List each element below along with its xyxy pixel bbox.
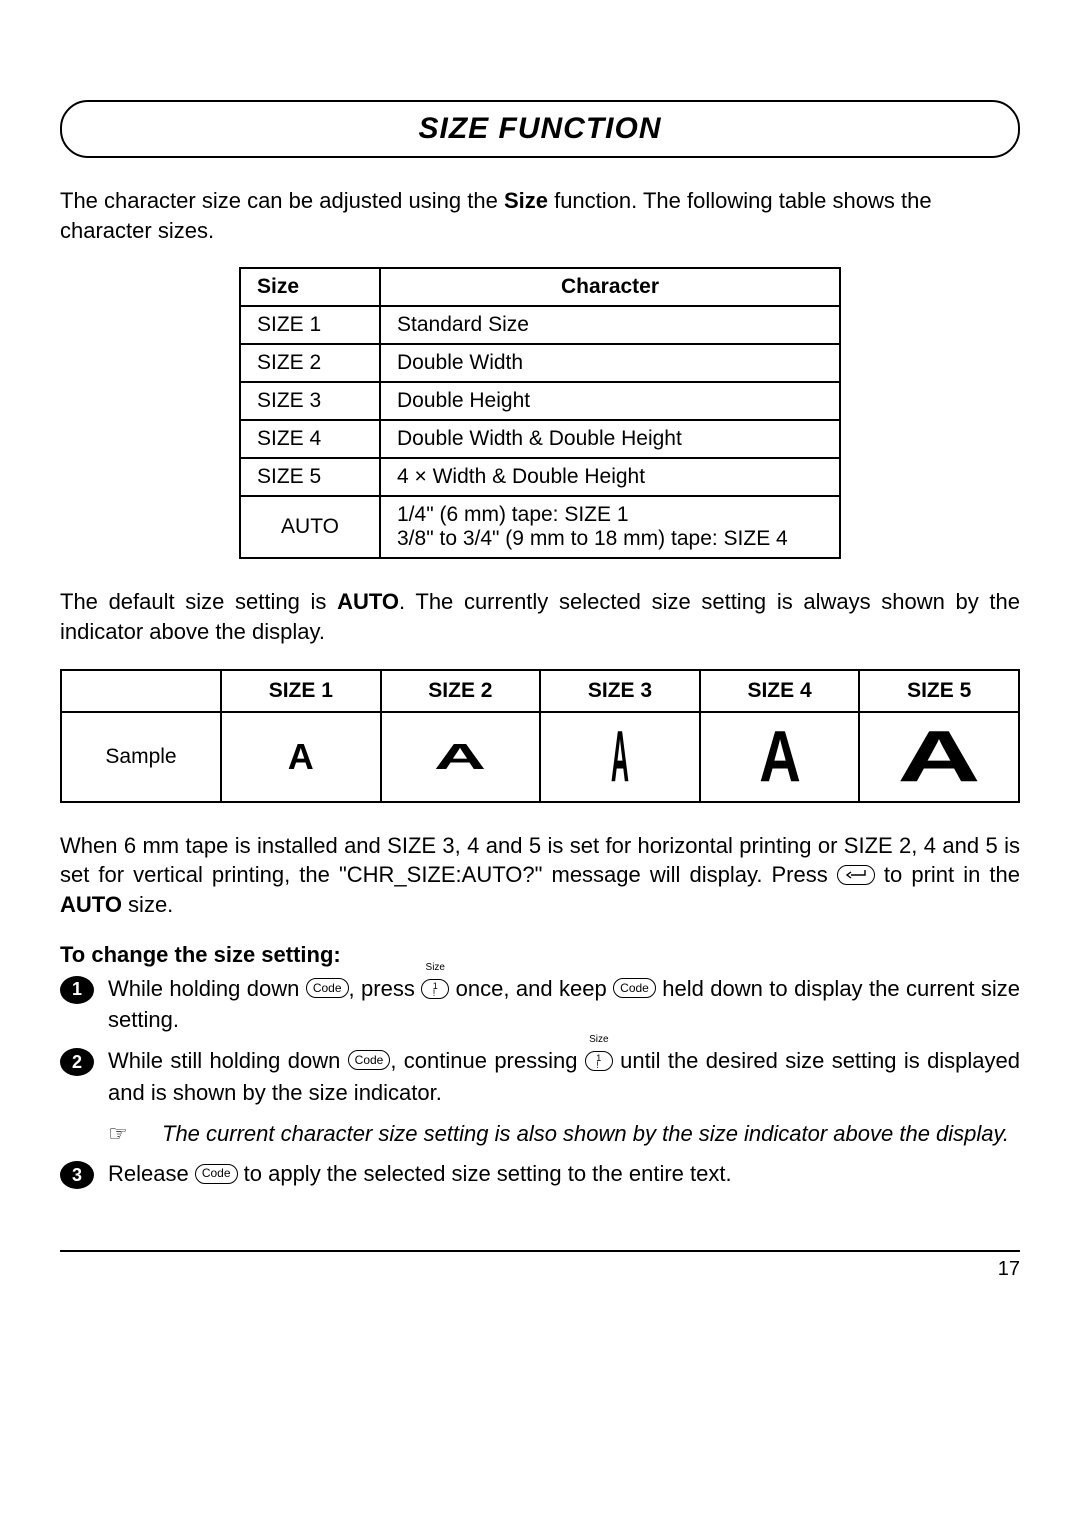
intro-paragraph: The character size can be adjusted using… (60, 186, 1020, 245)
size-cell: SIZE 4 (240, 420, 380, 458)
size-cell: AUTO (240, 496, 380, 558)
title-bar: SIZE FUNCTION (60, 100, 1020, 158)
sample-row: Sample A A A A A (61, 712, 1019, 802)
one-key-wrap: Size1! (421, 975, 449, 1006)
s1a: While holding down (108, 976, 306, 1001)
code-key-icon-2: Code (613, 978, 656, 998)
step-1: 1 While holding down Code, press Size1! … (60, 974, 1020, 1036)
size-cell: SIZE 1 (240, 306, 380, 344)
glyph-size1: A (288, 739, 314, 775)
sample-cell-1: A (221, 712, 381, 802)
sample-col-2: SIZE 2 (381, 670, 541, 712)
glyph-size3: A (611, 721, 629, 793)
note-icon: ☞ (108, 1119, 144, 1150)
return-key-icon (837, 865, 875, 885)
step-number-2: 2 (60, 1048, 94, 1076)
s3a: Release (108, 1161, 195, 1186)
character-cell: Double Width (380, 344, 840, 382)
one-key-icon: 1! (421, 979, 449, 999)
step-list-2: 3 Release Code to apply the selected siz… (60, 1159, 1020, 1190)
step-2-body: While still holding down Code, continue … (108, 1046, 1020, 1108)
default-bold: AUTO (337, 589, 399, 614)
tape-para-bold: AUTO (60, 892, 122, 917)
sample-table: SIZE 1 SIZE 2 SIZE 3 SIZE 4 SIZE 5 Sampl… (60, 669, 1020, 803)
step-list: 1 While holding down Code, press Size1! … (60, 974, 1020, 1109)
size-header: Size (240, 268, 380, 306)
size-cell: SIZE 3 (240, 382, 380, 420)
s2a: While still holding down (108, 1048, 348, 1073)
step-3: 3 Release Code to apply the selected siz… (60, 1159, 1020, 1190)
code-key-icon: Code (306, 978, 349, 998)
code-key-icon-3: Code (348, 1050, 391, 1070)
tape-paragraph: When 6 mm tape is installed and SIZE 3, … (60, 831, 1020, 920)
sample-cell-3: A (540, 712, 700, 802)
table-header-row: Size Character (240, 268, 840, 306)
table-row: SIZE 4Double Width & Double Height (240, 420, 840, 458)
page: SIZE FUNCTION The character size can be … (0, 0, 1080, 1321)
sample-col-3: SIZE 3 (540, 670, 700, 712)
instructions-heading: To change the size setting: (60, 942, 1020, 968)
one-key-wrap-2: Size1! (585, 1047, 613, 1078)
one-key-icon-2: 1! (585, 1051, 613, 1071)
glyph-size4: A (759, 721, 801, 793)
sample-corner (61, 670, 221, 712)
one-key-super: Size (426, 961, 445, 975)
s2b: , continue pressing (390, 1048, 584, 1073)
step-3-body: Release Code to apply the selected size … (108, 1159, 1020, 1190)
one-key-super-2: Size (589, 1033, 608, 1047)
character-cell: 1/4" (6 mm) tape: SIZE 1 3/8" to 3/4" (9… (380, 496, 840, 558)
table-row: SIZE 3Double Height (240, 382, 840, 420)
sample-cell-5: A (859, 712, 1019, 802)
s3b: to apply the selected size setting to th… (238, 1161, 732, 1186)
glyph-size2: A (434, 739, 486, 775)
table-row: SIZE 2Double Width (240, 344, 840, 382)
intro-pre: The character size can be adjusted using… (60, 188, 504, 213)
tape-para-3: size. (122, 892, 173, 917)
note-row: ☞ The current character size setting is … (108, 1119, 1020, 1150)
page-title: SIZE FUNCTION (419, 112, 662, 145)
size-cell: SIZE 2 (240, 344, 380, 382)
character-cell: Standard Size (380, 306, 840, 344)
intro-bold: Size (504, 188, 548, 213)
tape-para-2: to print in the (875, 862, 1020, 887)
character-cell: 4 × Width & Double Height (380, 458, 840, 496)
s1b: , press (349, 976, 422, 1001)
sample-col-1: SIZE 1 (221, 670, 381, 712)
default-pre: The default size setting is (60, 589, 337, 614)
s1c: once, and keep (449, 976, 613, 1001)
sample-row-label: Sample (61, 712, 221, 802)
sample-cell-2: A (381, 712, 541, 802)
step-1-body: While holding down Code, press Size1! on… (108, 974, 1020, 1036)
sample-header-row: SIZE 1 SIZE 2 SIZE 3 SIZE 4 SIZE 5 (61, 670, 1019, 712)
step-number-3: 3 (60, 1161, 94, 1189)
default-paragraph: The default size setting is AUTO. The cu… (60, 587, 1020, 646)
page-footer: 17 (60, 1250, 1020, 1281)
step-2: 2 While still holding down Code, continu… (60, 1046, 1020, 1108)
table-row: SIZE 1Standard Size (240, 306, 840, 344)
character-cell: Double Height (380, 382, 840, 420)
sample-col-4: SIZE 4 (700, 670, 860, 712)
step-number-1: 1 (60, 976, 94, 1004)
glyph-size5: A (898, 721, 981, 793)
sample-col-5: SIZE 5 (859, 670, 1019, 712)
sample-cell-4: A (700, 712, 860, 802)
table-row: AUTO1/4" (6 mm) tape: SIZE 1 3/8" to 3/4… (240, 496, 840, 558)
size-table: Size Character SIZE 1Standard SizeSIZE 2… (239, 267, 841, 559)
size-cell: SIZE 5 (240, 458, 380, 496)
note-text: The current character size setting is al… (162, 1119, 1020, 1150)
character-cell: Double Width & Double Height (380, 420, 840, 458)
code-key-icon-4: Code (195, 1164, 238, 1184)
character-header: Character (380, 268, 840, 306)
table-row: SIZE 54 × Width & Double Height (240, 458, 840, 496)
page-number: 17 (998, 1258, 1020, 1280)
